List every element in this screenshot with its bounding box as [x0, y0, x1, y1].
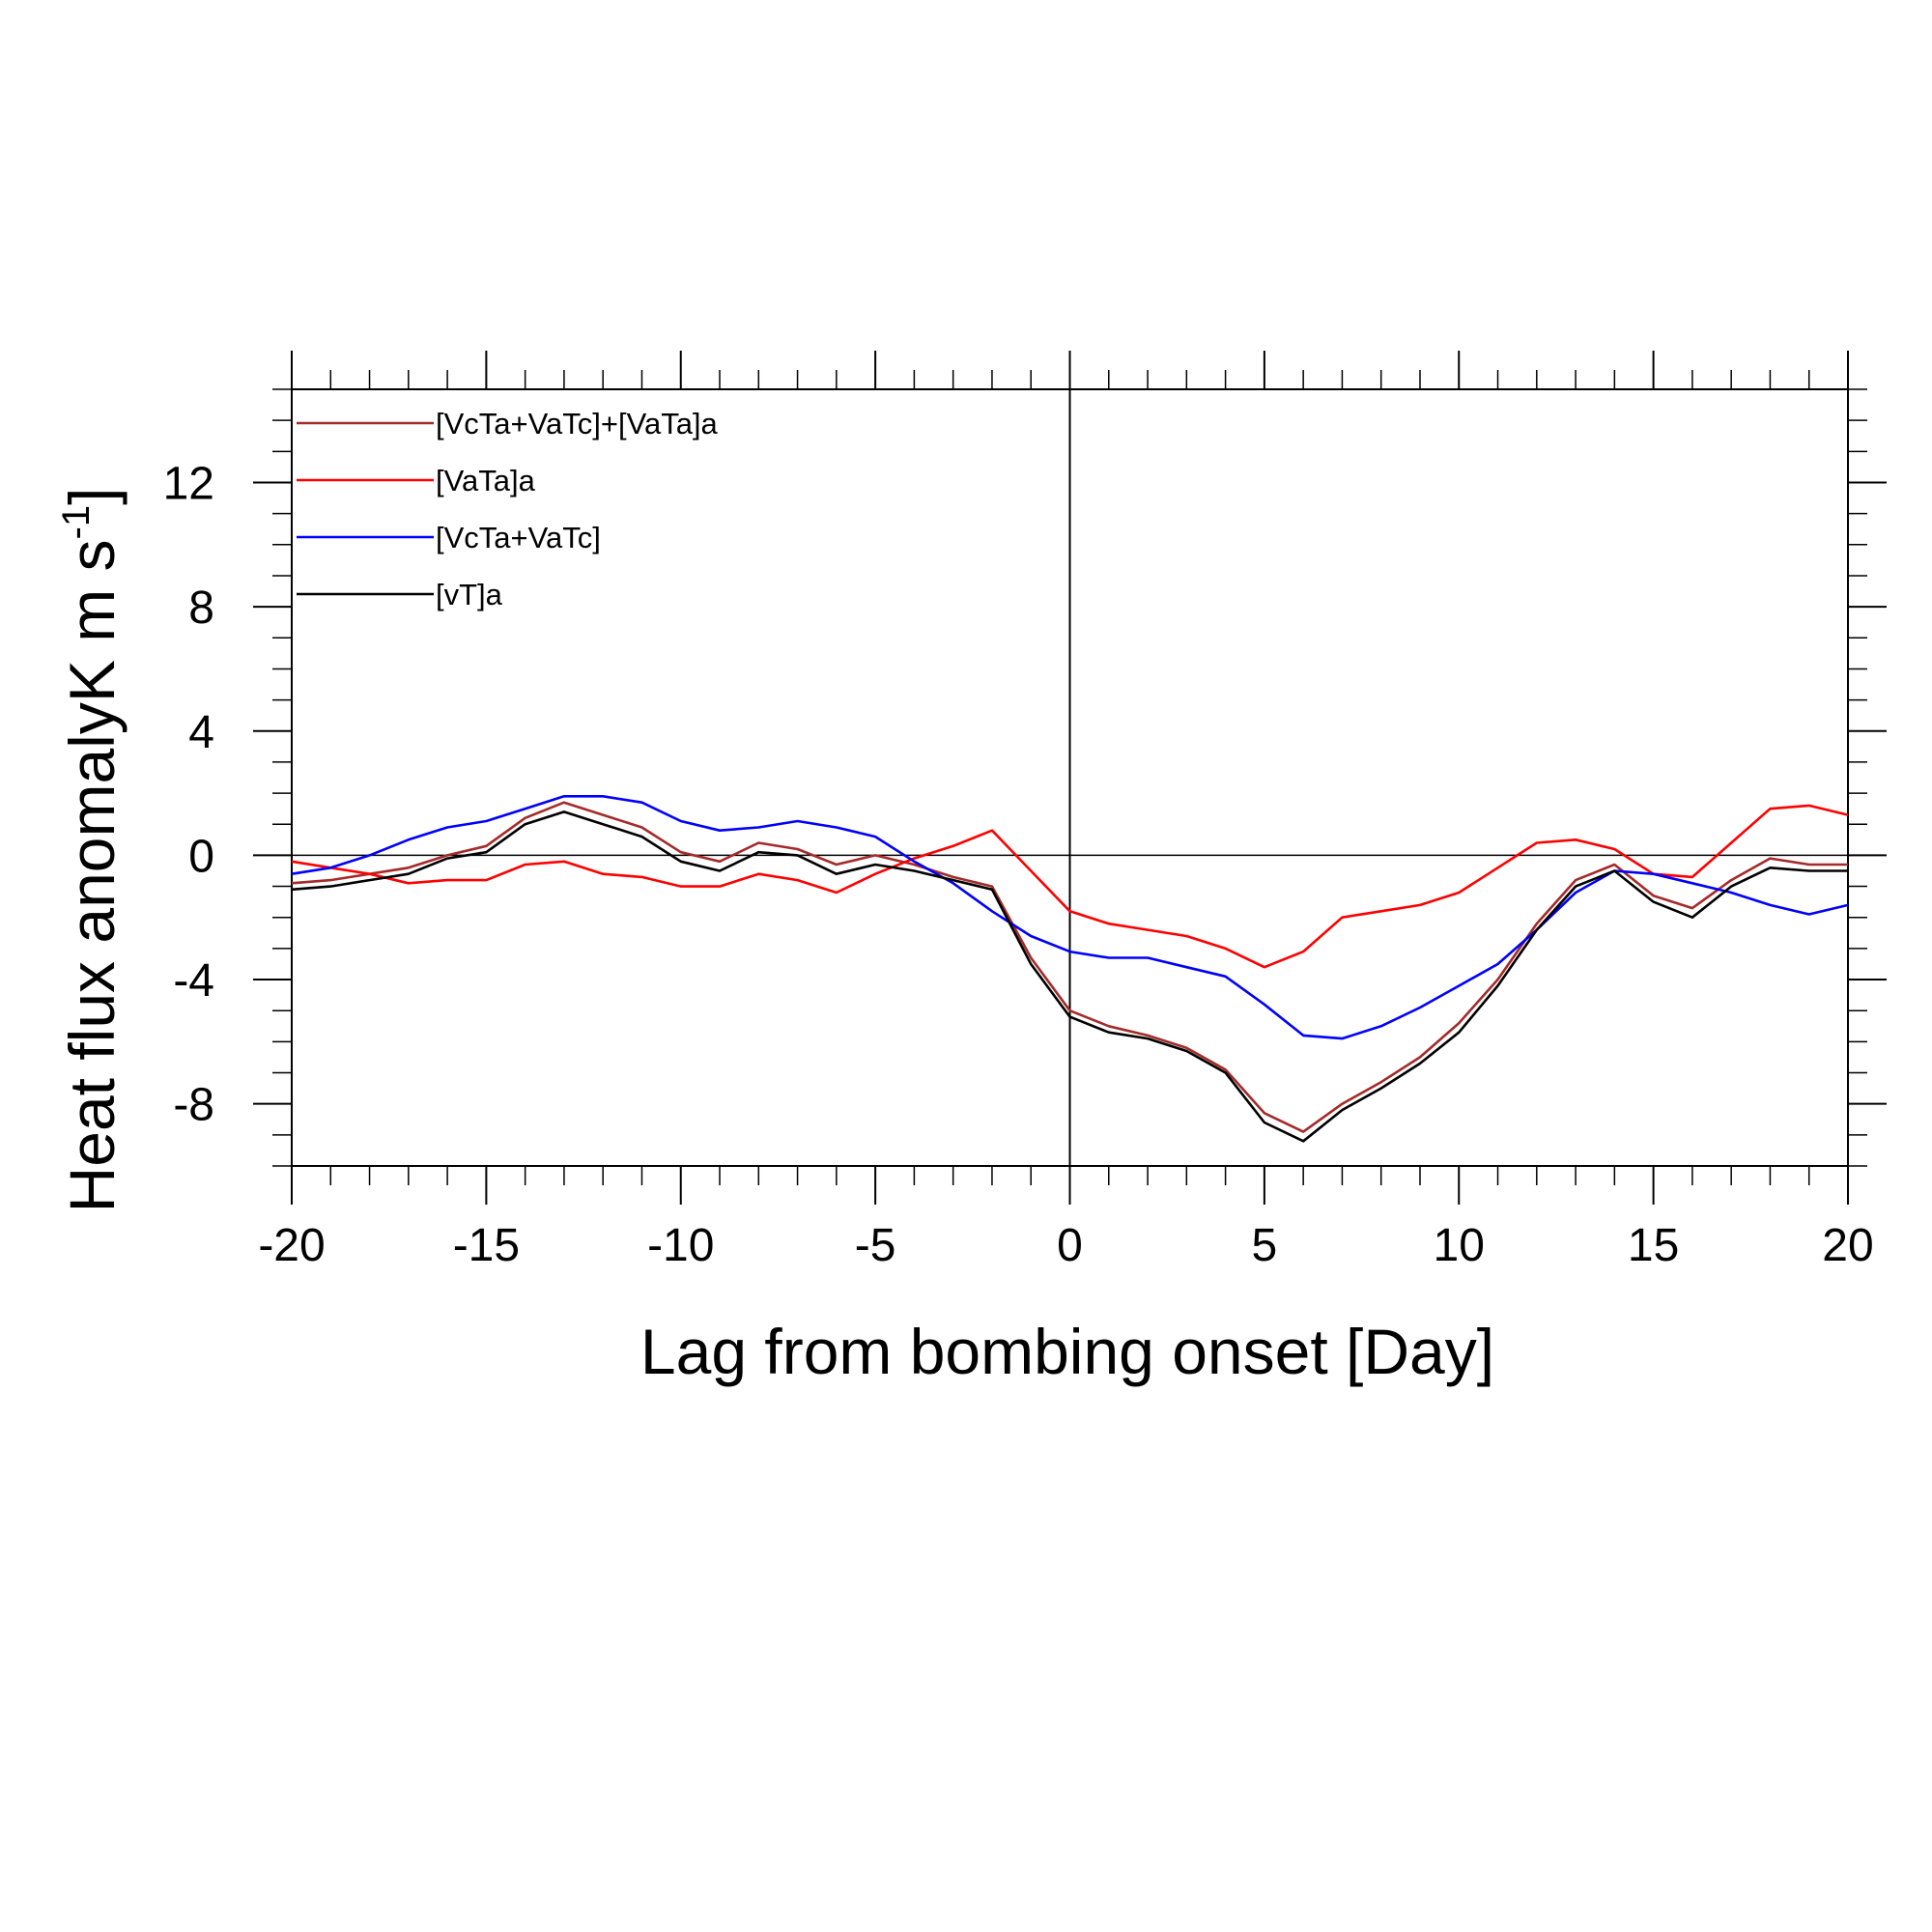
x-tick-label: -20 — [258, 1220, 325, 1271]
axes: -20 -15 -10 -5 0 5 10 15 20 -8 -4 0 4 8 12 — [163, 351, 1887, 1271]
x-tick-label: -10 — [647, 1220, 714, 1271]
series-line-0 — [291, 801, 1848, 1133]
x-tick-label: 15 — [1628, 1220, 1679, 1271]
series-line-3 — [291, 810, 1848, 1143]
series-group — [291, 794, 1849, 1143]
legend-label: [VcTa+VaTc] — [436, 521, 601, 554]
legend-label: [vT]a — [436, 578, 503, 611]
legend-label: [VcTa+VaTc]+[VaTa]a — [436, 407, 719, 440]
legend-label: [VaTa]a — [436, 464, 536, 497]
series-line-1 — [291, 804, 1849, 969]
x-tick-label: 0 — [1057, 1220, 1083, 1271]
series-line-2 — [291, 794, 1849, 1040]
y-tick-label: -4 — [173, 955, 214, 1007]
x-tick-label: 10 — [1434, 1220, 1485, 1271]
x-tick-label: 5 — [1252, 1220, 1278, 1271]
x-tick-label: -5 — [855, 1220, 896, 1271]
y-tick-label: 4 — [188, 707, 214, 758]
y-tick-label: -8 — [173, 1080, 214, 1131]
x-tick-label: -15 — [453, 1220, 520, 1271]
y-tick-label: 0 — [188, 831, 214, 882]
y-tick-label: 12 — [163, 458, 214, 509]
legend: [VcTa+VaTc]+[VaTa]a [VaTa]a [VcTa+VaTc] [vT… — [297, 407, 719, 611]
x-tick-label: 20 — [1822, 1220, 1873, 1271]
y-axis-title: Heat flux anomalyK m s-1] — [55, 488, 128, 1213]
x-axis-title: Lag from bombing onset [Day] — [640, 1316, 1494, 1387]
y-tick-label: 8 — [188, 582, 214, 634]
